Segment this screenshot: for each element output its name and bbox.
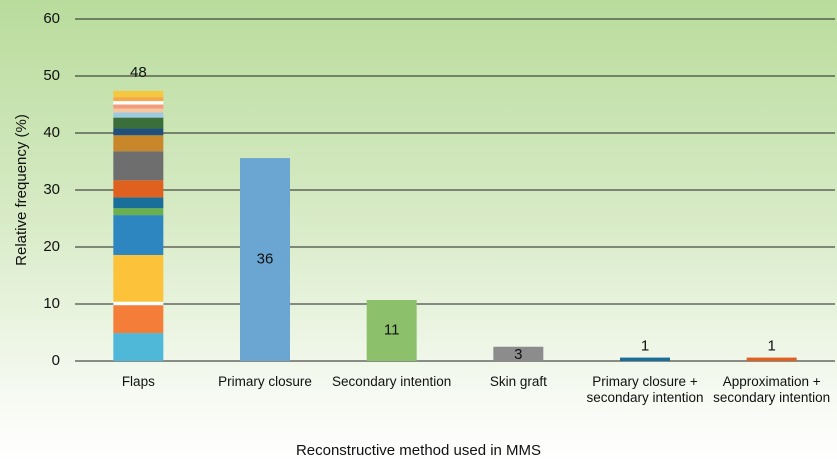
y-tick-label: 50 <box>43 67 60 84</box>
bar-segment <box>493 346 544 361</box>
bar-segment <box>113 90 164 98</box>
y-tick-label: 10 <box>43 295 60 312</box>
x-tick-label: Primary closure + secondary intention <box>586 374 704 405</box>
x-tick-label: Secondary intention <box>331 374 452 389</box>
bar-segment <box>240 158 290 361</box>
data-label: 3 <box>514 346 522 363</box>
bar-segment <box>113 128 164 136</box>
data-label: 1 <box>641 338 649 355</box>
bar-segment <box>113 97 164 102</box>
bar-segment <box>366 300 417 361</box>
bar-segment <box>113 301 164 306</box>
bar-segment <box>113 197 164 209</box>
y-tick-label: 20 <box>43 238 60 255</box>
bar-segment <box>113 135 164 152</box>
data-label: 11 <box>384 321 400 338</box>
bar-segment <box>620 357 670 361</box>
y-tick-label: 60 <box>43 10 60 27</box>
bar-segment <box>746 357 797 361</box>
bar-segment <box>113 101 164 105</box>
x-tick-label: Primary closure <box>218 374 312 389</box>
bar-segment <box>113 112 164 118</box>
bar-segment <box>113 333 164 361</box>
data-label: 48 <box>130 64 147 81</box>
data-label: 36 <box>257 251 274 268</box>
bar-segment <box>113 208 164 216</box>
bar-segment <box>113 180 164 198</box>
y-axis-label: Relative frequency (%) <box>13 114 30 266</box>
bar-segment <box>113 117 164 129</box>
y-tick-label: 30 <box>43 181 60 198</box>
x-tick-label: Skin graft <box>489 374 547 389</box>
bar-segment <box>113 254 164 302</box>
bar-segment <box>113 151 164 181</box>
x-axis-label: Reconstructive method used in MMS <box>295 442 542 459</box>
y-tick-label: 0 <box>52 352 60 369</box>
y-tick-label: 40 <box>43 124 60 141</box>
bar-segment <box>113 104 164 109</box>
bar-segment <box>113 305 164 334</box>
bar-segment <box>113 108 164 113</box>
bar-segment <box>113 215 164 255</box>
data-label: 1 <box>767 338 775 355</box>
x-tick-label: Flaps <box>121 374 155 389</box>
x-tick-label: Approximation + secondary intention <box>713 374 831 405</box>
